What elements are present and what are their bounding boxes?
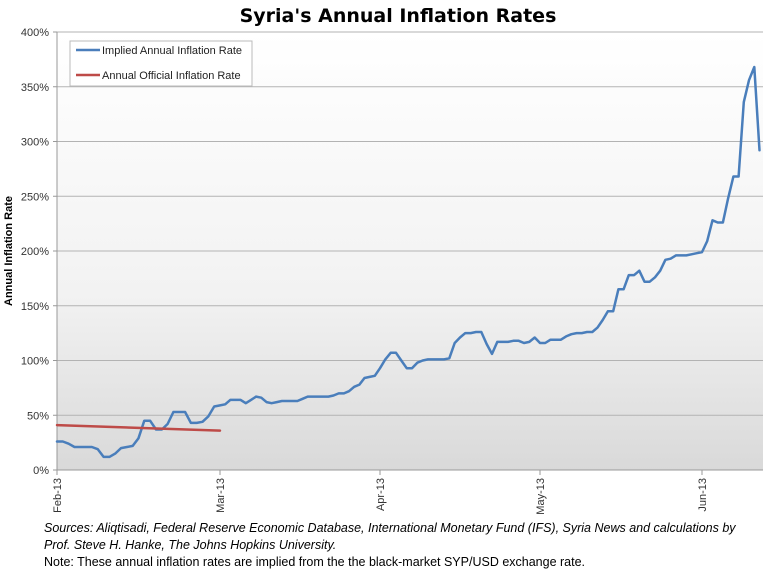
inflation-chart: Syria's Annual Inflation Rates 0% 50% 100%…	[3, 5, 763, 515]
x-tick-label: May-13	[535, 478, 547, 515]
legend-box	[69, 40, 253, 87]
y-tick-label: 150%	[21, 301, 49, 313]
x-axis-ticks: Feb-13 Mar-13 Apr-13 May-13 Jun-13	[52, 470, 709, 515]
chart-title: Syria's Annual Inflation Rates	[240, 5, 557, 27]
legend: Implied Annual Inflation Rate Annual Off…	[69, 40, 253, 87]
y-tick-label: 400%	[21, 27, 49, 39]
legend-label-official: Annual Official Inflation Rate	[102, 70, 241, 82]
chart-footer: Sources: Aliqtisadi, Federal Reserve Eco…	[44, 520, 736, 571]
gridlines	[57, 31, 763, 416]
y-tick-label: 100%	[21, 356, 49, 368]
series-lines	[55, 65, 761, 459]
y-axis-ticks: 0% 50% 100% 150% 200% 250% 300% 350% 400%	[21, 27, 57, 477]
sources-line-1: Sources: Aliqtisadi, Federal Reserve Eco…	[44, 521, 736, 535]
x-tick-label: Apr-13	[375, 478, 387, 511]
series-line-implied	[55, 65, 761, 459]
series-line-official	[55, 423, 222, 432]
x-tick-label: Jun-13	[697, 478, 709, 512]
y-tick-label: 250%	[21, 191, 49, 203]
note-line: Note: These annual inflation rates are i…	[44, 555, 586, 569]
y-axis-title: Annual Inflation Rate	[3, 196, 15, 306]
y-tick-label: 300%	[21, 137, 49, 149]
y-tick-label: 0%	[33, 465, 49, 477]
x-tick-label: Mar-13	[215, 478, 227, 513]
x-tick-label: Feb-13	[52, 478, 64, 513]
y-tick-label: 350%	[21, 82, 49, 94]
sources-line-2: Prof. Steve H. Hanke, The Johns Hopkins …	[44, 538, 337, 552]
y-tick-label: 200%	[21, 246, 49, 258]
y-tick-label: 50%	[27, 410, 49, 422]
legend-label-implied: Implied Annual Inflation Rate	[102, 45, 242, 57]
